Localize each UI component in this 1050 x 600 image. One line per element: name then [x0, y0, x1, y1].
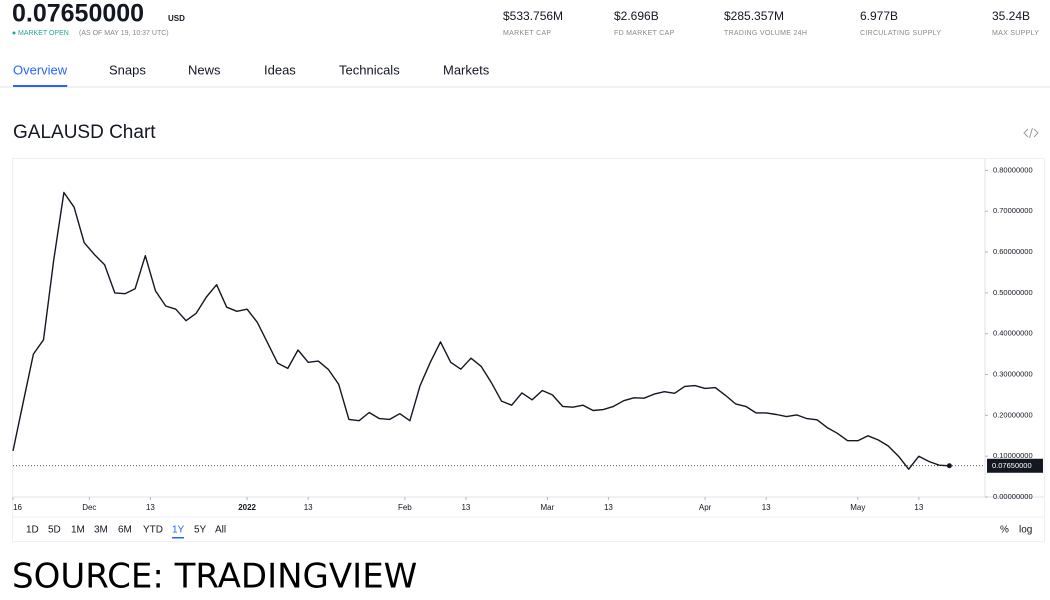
- price-unit: USD: [168, 14, 185, 23]
- stat-label: MAX SUPPLY: [992, 30, 1039, 37]
- stat-label: TRADING VOLUME 24H: [724, 30, 807, 37]
- stat-value: $2.696B: [614, 9, 659, 23]
- status-dot: [12, 31, 16, 35]
- tab[interactable]: Technicals: [339, 62, 400, 77]
- y-tick-label: 0.80000000: [993, 165, 1033, 174]
- y-tick-label: 0.30000000: [993, 370, 1033, 379]
- stat-label: MARKET CAP: [503, 30, 551, 37]
- last-point: [946, 463, 952, 469]
- x-tick-label: 16: [13, 503, 22, 512]
- tab[interactable]: Overview: [13, 62, 68, 77]
- range-button[interactable]: 1M: [71, 525, 85, 536]
- price: 0.07650000: [12, 0, 144, 28]
- range-button[interactable]: 3M: [94, 525, 108, 536]
- chart-title: GALAUSD Chart: [13, 122, 156, 143]
- y-tick-label: 0.70000000: [993, 206, 1033, 215]
- y-tick-label: 0.40000000: [993, 329, 1033, 338]
- last-price-label: 0.07650000: [992, 461, 1032, 470]
- scale-option[interactable]: %: [1000, 525, 1009, 536]
- tab[interactable]: News: [188, 62, 221, 77]
- range-button[interactable]: All: [215, 525, 226, 536]
- x-tick-label: 2022: [238, 503, 256, 512]
- tab[interactable]: Snaps: [109, 62, 146, 77]
- range-button[interactable]: 1D: [26, 525, 39, 536]
- price-line: [12, 191, 950, 470]
- x-tick-label: 13: [146, 503, 155, 512]
- tab[interactable]: Ideas: [264, 62, 296, 77]
- y-tick-label: 0.00000000: [993, 492, 1033, 501]
- source: SOURCE: TRADINGVIEW: [12, 557, 417, 597]
- x-tick-label: 13: [461, 503, 470, 512]
- range-button[interactable]: 1Y: [172, 525, 185, 536]
- scale-option[interactable]: log: [1019, 525, 1032, 536]
- tab-underline: [13, 85, 68, 87]
- x-tick-label: Feb: [398, 503, 412, 512]
- x-tick-label: 13: [604, 503, 613, 512]
- y-tick-label: 0.60000000: [993, 247, 1033, 256]
- range-button[interactable]: 5Y: [194, 525, 207, 536]
- stat-value: $533.756M: [503, 9, 563, 23]
- x-tick-label: Mar: [540, 503, 554, 512]
- last-price-badge: [987, 458, 1043, 473]
- y-tick-label: 0.20000000: [993, 410, 1033, 419]
- market-status: MARKET OPEN: [18, 30, 69, 37]
- x-tick-label: 13: [762, 503, 771, 512]
- range-button[interactable]: YTD: [143, 525, 163, 536]
- tab[interactable]: Markets: [443, 62, 490, 77]
- x-tick-label: Dec: [82, 503, 96, 512]
- range-button[interactable]: 6M: [118, 525, 132, 536]
- stat-value: 35.24B: [992, 9, 1030, 23]
- chart-frame: [12, 158, 1045, 542]
- embed-icon[interactable]: [1023, 127, 1039, 139]
- range-button[interactable]: 5D: [48, 525, 61, 536]
- stat-label: CIRCULATING SUPPLY: [860, 30, 941, 37]
- range-underline: [172, 537, 184, 539]
- x-tick-label: 13: [914, 503, 923, 512]
- x-tick-label: Apr: [699, 503, 712, 512]
- y-tick-label: 0.10000000: [993, 451, 1033, 460]
- as-of: (AS OF MAY 19, 10:37 UTC): [79, 30, 169, 37]
- y-tick-label: 0.50000000: [993, 288, 1033, 297]
- x-tick-label: May: [850, 503, 865, 512]
- stat-value: $285.357M: [724, 9, 784, 23]
- x-tick-label: 13: [304, 503, 313, 512]
- stat-label: FD MARKET CAP: [614, 30, 675, 37]
- stat-value: 6.977B: [860, 9, 898, 23]
